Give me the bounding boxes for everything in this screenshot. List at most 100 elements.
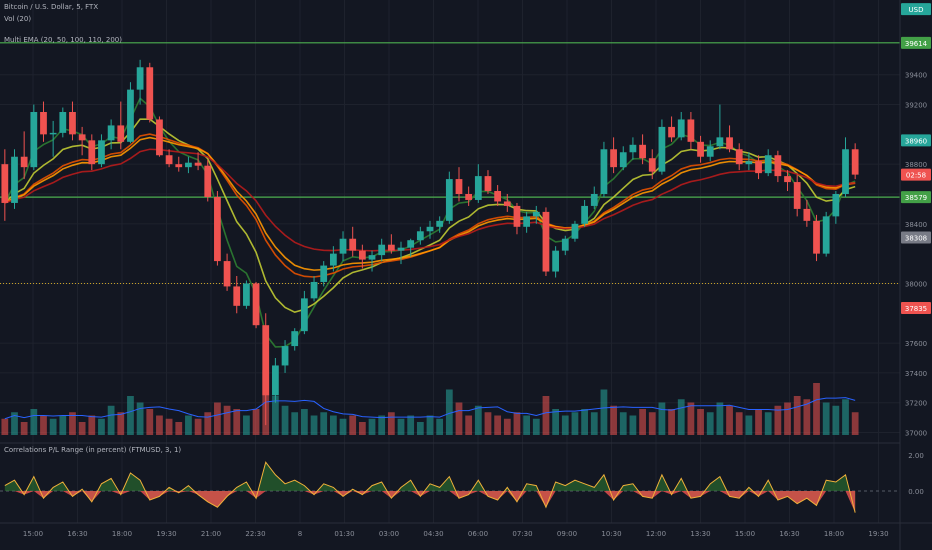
candle-body: [610, 149, 617, 168]
volume-bar: [851, 412, 859, 435]
volume-bar: [107, 405, 115, 435]
oscillator-indicator-label[interactable]: Correlations P/L Range (in percent) (FTM…: [4, 446, 181, 454]
volume-bar: [629, 415, 637, 435]
volume-bar: [523, 415, 531, 435]
volume-bar: [745, 415, 753, 435]
volume-bar: [194, 418, 202, 435]
ema-110-line: [4, 136, 856, 271]
candle-body: [11, 156, 18, 203]
candle-body: [98, 140, 105, 165]
candle-body: [252, 283, 260, 326]
volume-bar: [668, 409, 675, 435]
price-tag: [901, 3, 931, 16]
candle-body: [69, 112, 76, 135]
volume-bar: [252, 409, 260, 435]
volume-bar: [677, 399, 685, 435]
candle-body: [233, 286, 241, 306]
volume-bar: [329, 415, 337, 435]
time-tick-label: 09:00: [557, 530, 577, 538]
volume-bar: [223, 405, 231, 435]
price-tag: [901, 191, 931, 204]
volume-bar: [243, 415, 250, 435]
volume-moving-average: [4, 397, 856, 420]
candle-body: [842, 149, 849, 194]
candle-body: [542, 211, 550, 272]
candle-body: [523, 216, 531, 227]
oscillator-axis: 2.00 0.00: [908, 452, 924, 496]
volume-bar: [339, 418, 347, 435]
volume-bar: [697, 409, 704, 435]
volume-bar: [301, 409, 308, 435]
volume-bar: [387, 412, 395, 435]
volume-bar: [30, 409, 38, 435]
candle-body: [561, 238, 569, 251]
candle-body: [378, 244, 386, 256]
volume-bar: [175, 422, 183, 435]
candle-body: [726, 137, 733, 150]
candle-body: [774, 155, 782, 177]
price-tick-label: 37000: [905, 430, 927, 438]
volume-bar: [127, 396, 134, 435]
volume-bar: [426, 415, 434, 435]
candle-body: [349, 238, 357, 251]
time-tick-label: 19:30: [156, 530, 176, 538]
candle-body: [320, 265, 328, 282]
volume-bar: [755, 409, 762, 435]
candle-body: [358, 250, 366, 260]
volume-bar: [98, 418, 105, 435]
candle-body: [436, 220, 444, 227]
price-tag-label: 39614: [905, 40, 928, 48]
ema-indicator-label[interactable]: Multi EMA (20, 50, 100, 110, 200): [4, 36, 122, 44]
candle-body: [59, 112, 67, 133]
candle-body: [590, 194, 598, 206]
volume-bar: [49, 418, 57, 435]
volume-bar: [571, 412, 579, 435]
time-tick-label: 06:00: [468, 530, 488, 538]
time-tick-label: 16:30: [67, 530, 87, 538]
candle-body: [465, 194, 473, 200]
volume-bar: [136, 402, 144, 435]
time-tick-label: 12:00: [646, 530, 666, 538]
candle-body: [552, 250, 559, 272]
price-tick-label: 37400: [905, 370, 927, 378]
price-tag: [901, 134, 931, 147]
candle-body: [88, 140, 96, 165]
volume-indicator-label[interactable]: Vol (20): [4, 15, 31, 23]
volume-bar: [465, 415, 473, 435]
volume-bar: [233, 409, 241, 435]
volume-bar: [185, 415, 192, 435]
candle-body: [851, 149, 859, 175]
volume-bar: [542, 396, 550, 435]
time-tick-label: 19:30: [868, 530, 888, 538]
volume-bar: [561, 415, 569, 435]
volume-bar: [397, 418, 405, 435]
candle-body: [117, 125, 125, 142]
candle-body: [571, 223, 579, 239]
volume-bar: [349, 415, 357, 435]
candle-body: [281, 346, 289, 366]
volume-bar: [610, 405, 617, 435]
symbol-title[interactable]: Bitcoin / U.S. Dollar, 5, FTX: [4, 3, 98, 11]
time-axis[interactable]: 15:00 16:30 18:00 19:30 21:00 22:30 8 01:30 03:0…: [23, 530, 889, 538]
candle-body: [745, 161, 753, 165]
time-tick-label: 01:30: [334, 530, 354, 538]
volume-bar: [320, 412, 328, 435]
candle-body: [146, 67, 154, 120]
volume-ma-line: [4, 397, 856, 420]
price-axis[interactable]: 3940039200388003860038400380003760037400…: [905, 72, 927, 438]
candle-body: [716, 137, 724, 147]
volume-bar: [735, 412, 743, 435]
volume-bar: [407, 415, 415, 435]
volume-bar: [552, 409, 559, 435]
volume-bar: [310, 415, 318, 435]
volume-bar: [532, 418, 540, 435]
price-tag: [901, 36, 931, 49]
price-tag: [901, 302, 931, 315]
volume-bar: [445, 389, 453, 435]
time-tick-label: 22:30: [245, 530, 265, 538]
candle-body: [639, 144, 646, 159]
volume-bar: [368, 418, 376, 435]
volume-bar: [619, 412, 627, 435]
oscillator-line: [4, 461, 856, 513]
